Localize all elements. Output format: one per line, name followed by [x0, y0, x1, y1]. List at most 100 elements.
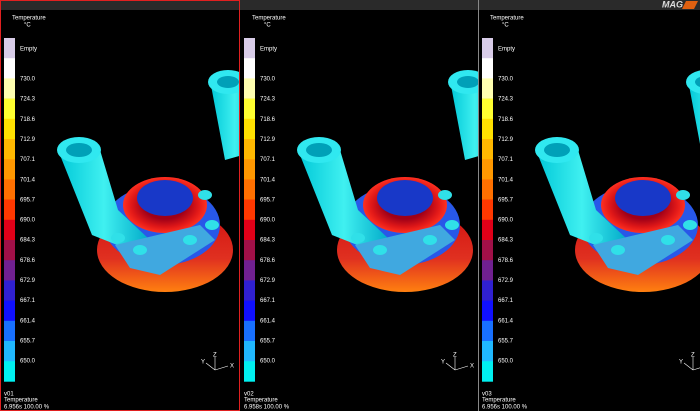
result: 6.958s 100.00 %: [244, 405, 290, 411]
quantity: Temperature: [482, 398, 516, 404]
casting: [297, 70, 500, 292]
legend-label: 724.3: [260, 97, 276, 103]
ring-hole: [377, 180, 433, 216]
swatch: [244, 139, 255, 160]
swatch: [4, 139, 15, 160]
legend-label: 678.6: [20, 258, 36, 264]
swatch: [4, 179, 15, 200]
legend-label: 690.0: [498, 218, 514, 224]
swatch: [482, 260, 493, 281]
legend-label: 730.0: [498, 77, 514, 83]
legend-label: 707.1: [260, 157, 276, 163]
swatch: [4, 280, 15, 301]
swatch: [244, 179, 255, 200]
swatch: [244, 301, 255, 322]
legend-label: 655.7: [20, 338, 36, 344]
legend-unit: °C: [264, 23, 271, 29]
boss: [373, 245, 387, 255]
axis-y-label: Y: [201, 360, 205, 366]
viewport: 6.727s 98.01 %Temperature°CEmpty730.0724…: [482, 3, 700, 411]
swatch: [4, 159, 15, 180]
legend-label: 667.1: [20, 298, 36, 304]
swatch: [4, 220, 15, 241]
legend-label: 672.9: [498, 278, 514, 284]
axis-z-label: Z: [213, 353, 217, 359]
swatch: [244, 361, 255, 382]
legend-label: 678.6: [260, 258, 276, 264]
result: 6.956s 100.00 %: [482, 405, 528, 411]
legend-label: 650.0: [260, 359, 276, 365]
swatch: [4, 58, 15, 78]
legend-label: 701.4: [20, 177, 36, 183]
legend-label: 695.7: [260, 197, 276, 203]
boss: [111, 233, 125, 243]
legend-label: 718.6: [260, 117, 276, 123]
legend-label: 667.1: [260, 298, 276, 304]
swatch: [4, 200, 15, 221]
swatch: [244, 240, 255, 261]
swatch: [244, 260, 255, 281]
legend-unit: °C: [502, 23, 509, 29]
swatch: [244, 159, 255, 180]
pipe2-hole: [457, 76, 479, 88]
swatch: [4, 341, 15, 362]
viewer: 6.727s 98.01 %Temperature°CEmpty730.0724…: [0, 0, 700, 411]
swatch: [482, 301, 493, 322]
swatch: [482, 159, 493, 180]
legend-label: Empty: [260, 47, 277, 53]
top-bar: [0, 0, 700, 10]
swatch: [482, 58, 493, 78]
legend-label: 690.0: [260, 218, 276, 224]
legend-label: 684.3: [498, 238, 514, 244]
legend-label: 650.0: [498, 359, 514, 365]
legend-label: 712.9: [260, 137, 276, 143]
viewport: 6.727s 98.01 %Temperature°CEmpty730.0724…: [4, 3, 260, 411]
legend-label: 701.4: [260, 177, 276, 183]
swatch: [4, 260, 15, 281]
ring-hole: [615, 180, 671, 216]
axis-y: [206, 363, 215, 370]
swatch: [482, 321, 493, 342]
legend-label: 655.7: [498, 338, 514, 344]
pipe-hole: [544, 143, 570, 157]
result: 6.956s 100.00 %: [4, 405, 50, 411]
axis-x-label: X: [230, 364, 234, 370]
legend-label: 661.4: [20, 318, 36, 324]
swatch: [4, 78, 15, 99]
legend-label: Empty: [20, 47, 37, 53]
legend-label: 712.9: [498, 137, 514, 143]
axis-z-label: Z: [453, 353, 457, 359]
legend-label: 672.9: [20, 278, 36, 284]
legend-label: 730.0: [260, 77, 276, 83]
boss: [183, 235, 197, 245]
boss: [423, 235, 437, 245]
legend-label: 661.4: [498, 318, 514, 324]
ring-hole: [137, 180, 193, 216]
swatch: [244, 341, 255, 362]
swatch: [4, 99, 15, 120]
swatch: [244, 99, 255, 120]
boss: [589, 233, 603, 243]
legend-label: 712.9: [20, 137, 36, 143]
legend-label: 724.3: [498, 97, 514, 103]
quantity: Temperature: [4, 398, 38, 404]
legend-label: 672.9: [260, 278, 276, 284]
swatch: [244, 220, 255, 241]
axis-x: [215, 366, 228, 370]
swatch: [482, 200, 493, 221]
pipe2-hole: [217, 76, 239, 88]
swatch: [4, 301, 15, 322]
boss: [133, 245, 147, 255]
axis-y-label: Y: [679, 360, 683, 366]
swatch: [4, 119, 15, 140]
legend-label: 661.4: [260, 318, 276, 324]
legend-label: 690.0: [20, 218, 36, 224]
legend-label: 724.3: [20, 97, 36, 103]
swatch: [482, 78, 493, 99]
boss: [611, 245, 625, 255]
swatch: [482, 280, 493, 301]
swatch: [244, 38, 255, 59]
swatch: [244, 78, 255, 99]
swatch: [244, 119, 255, 140]
axis-y: [446, 363, 455, 370]
